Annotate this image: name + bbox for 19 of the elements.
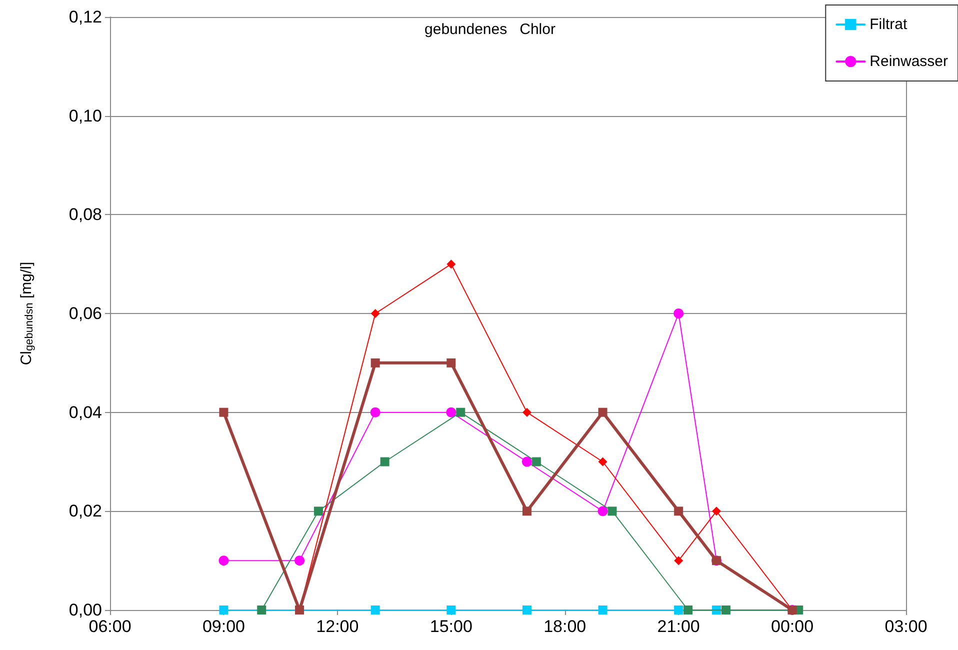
y-tick-label: 0,10 [68,106,102,126]
y-tick-label: 0,00 [68,600,102,620]
legend-label: Filtrat [870,16,908,33]
x-tick-label: 12:00 [316,617,359,636]
y-axis-title: Clgebundsn [mg/l] [18,262,36,366]
x-tick-label: 09:00 [202,617,245,636]
chart-title: gebundenes Chlor [424,21,556,38]
x-tick-label: 15:00 [430,617,472,636]
y-tick-label: 0,12 [68,8,102,26]
x-tick-label: 03:00 [884,617,928,636]
y-tick-label: 0,02 [68,502,102,521]
x-tick-label: 21:00 [657,617,700,636]
legend-label: Reinwasser [870,53,948,70]
y-tick-label: 0,06 [68,304,102,323]
y-tick-label: 0,08 [68,205,102,224]
y-tick-label: 0,04 [68,402,102,422]
x-tick-label: 00:00 [771,617,814,636]
x-tick-label: 06:00 [88,617,132,636]
x-tick-label: 18:00 [544,617,586,636]
